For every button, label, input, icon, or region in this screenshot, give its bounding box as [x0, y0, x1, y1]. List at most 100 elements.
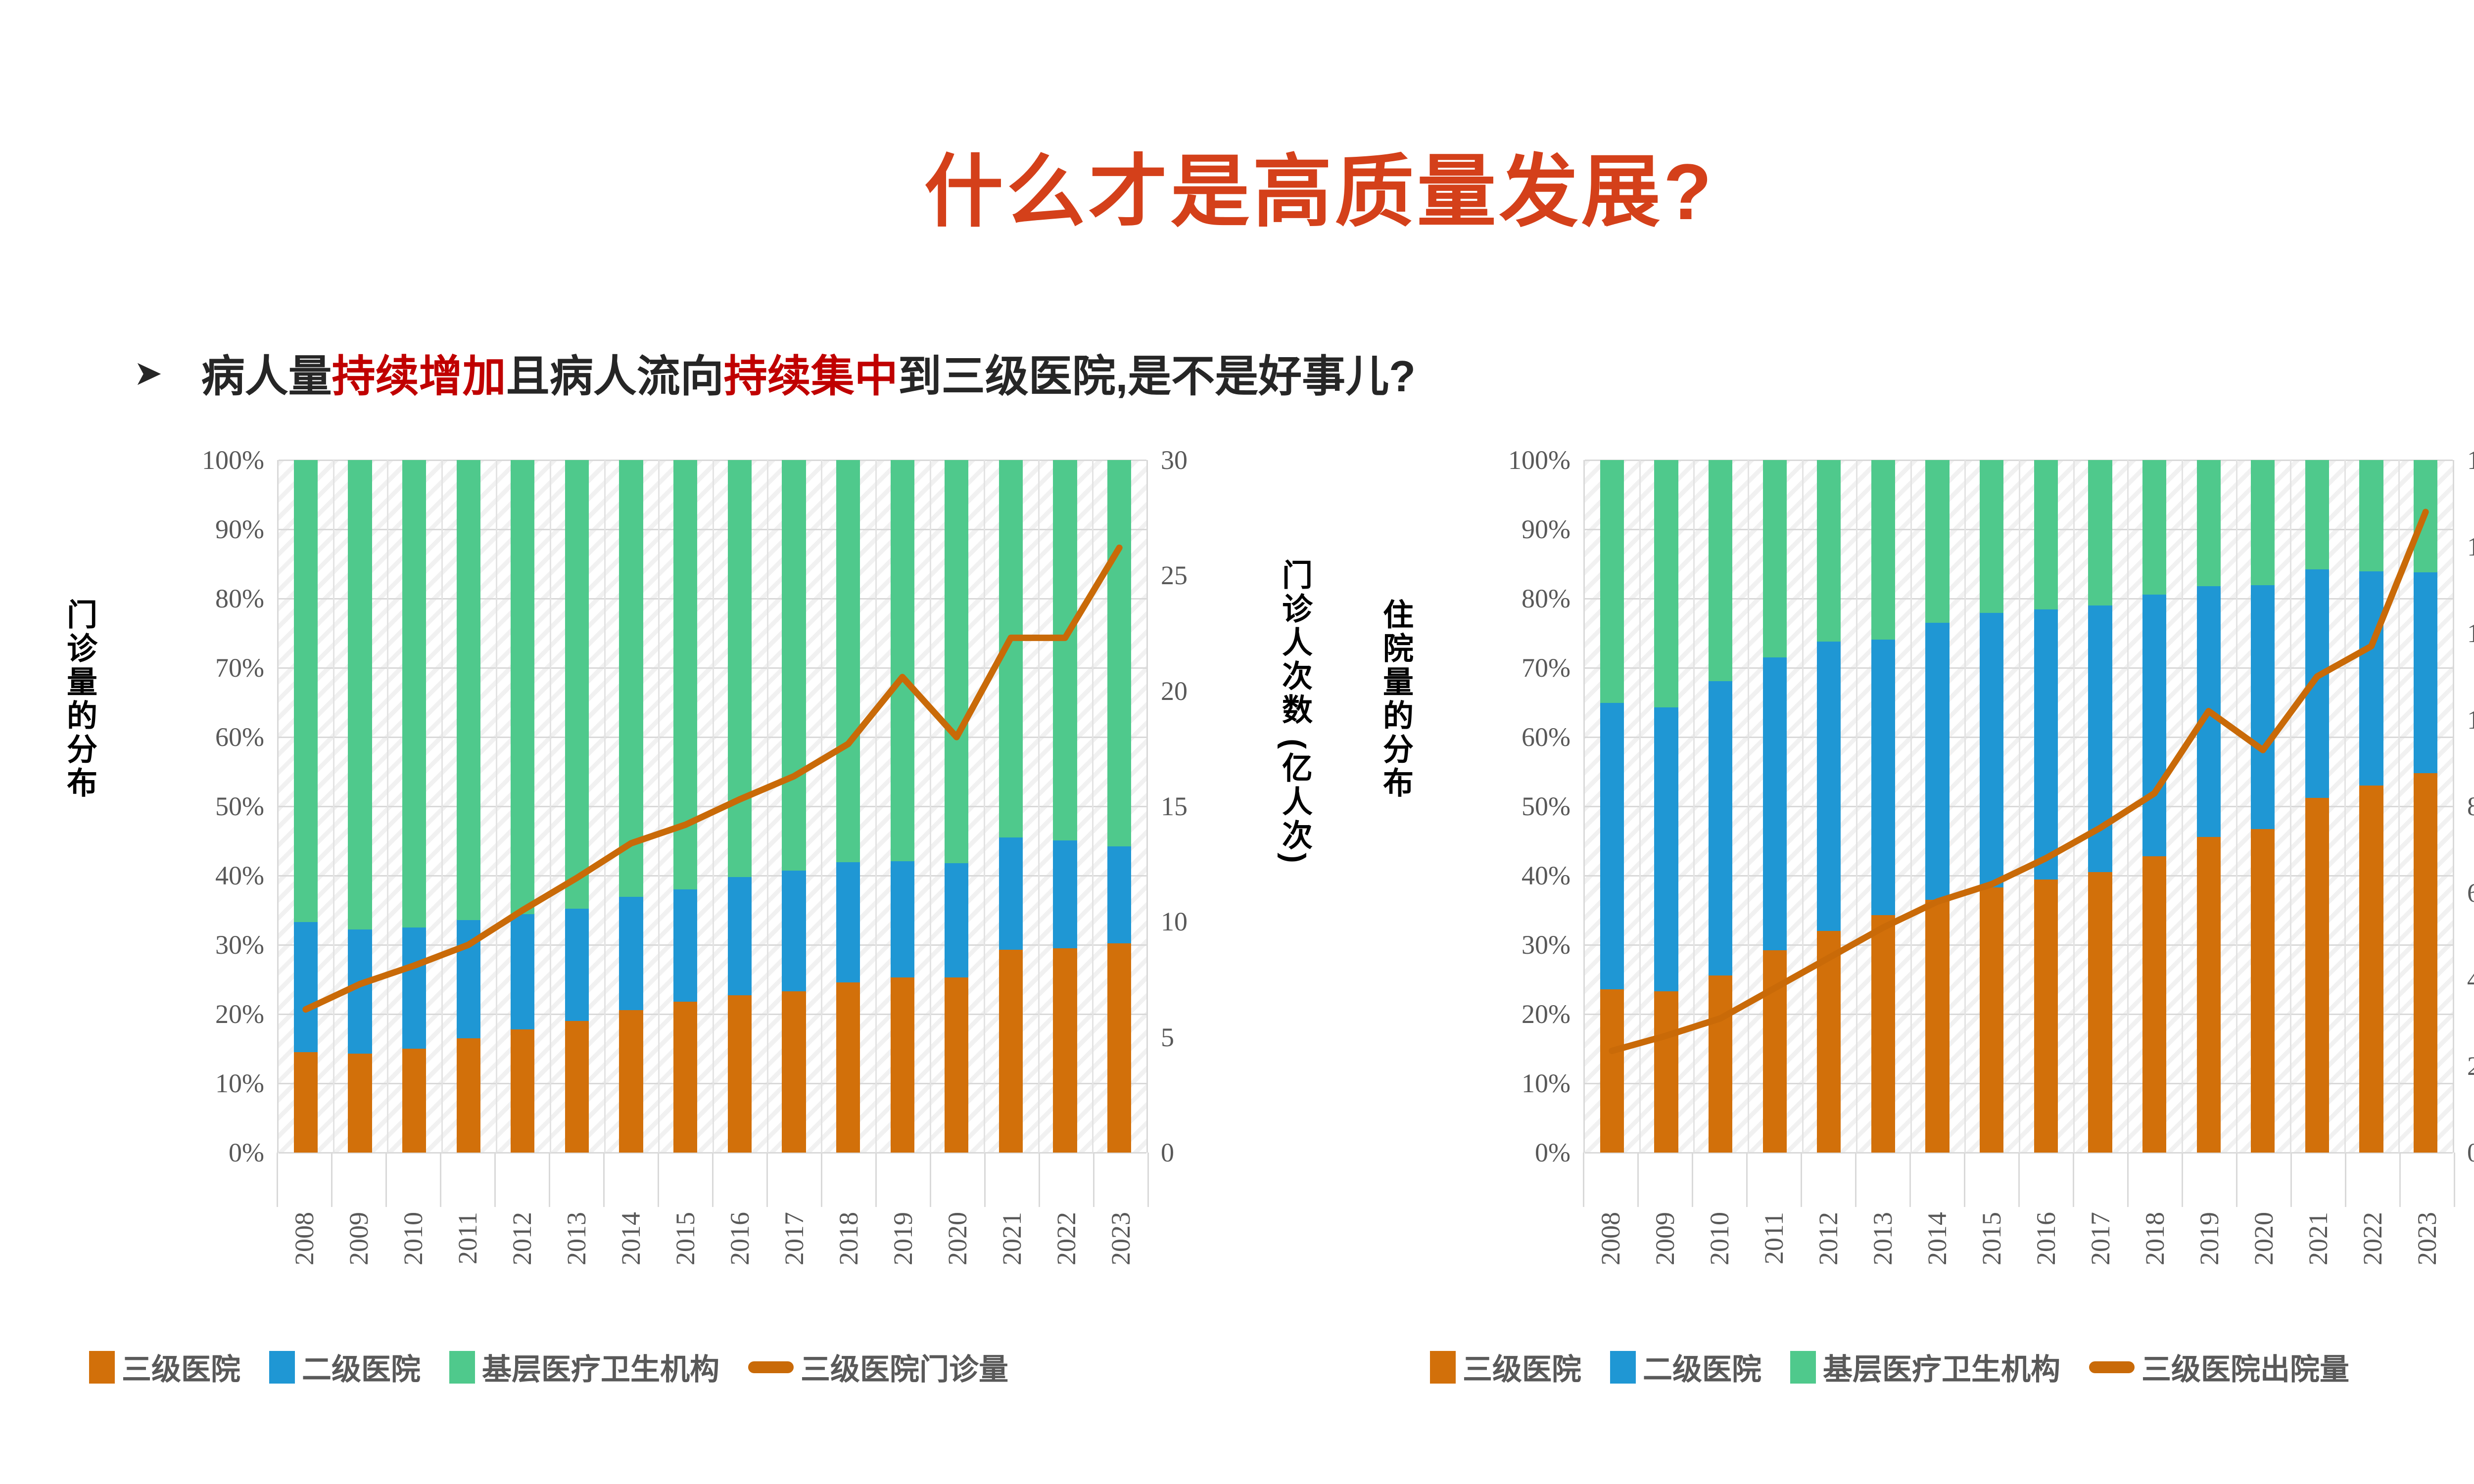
bar-segment[interactable] — [1708, 681, 1733, 975]
bar-segment[interactable] — [402, 1049, 427, 1153]
bar-slot[interactable] — [2073, 460, 2128, 1153]
bar-segment[interactable] — [673, 1001, 698, 1153]
bar-segment[interactable] — [2305, 798, 2330, 1153]
bar-segment[interactable] — [2414, 773, 2438, 1153]
bar-slot[interactable] — [550, 460, 604, 1153]
stacked-bar[interactable] — [999, 460, 1023, 1153]
bar-segment[interactable] — [999, 949, 1023, 1153]
bar-segment[interactable] — [1654, 991, 1678, 1153]
bar-segment[interactable] — [1053, 840, 1077, 948]
bar-segment[interactable] — [2251, 585, 2275, 830]
bar-segment[interactable] — [1708, 975, 1733, 1153]
bar-slot[interactable] — [875, 460, 930, 1153]
stacked-bar[interactable] — [1925, 460, 1950, 1153]
bar-segment[interactable] — [511, 1029, 535, 1153]
bar-slot[interactable] — [1585, 460, 1639, 1153]
bar-slot[interactable] — [1802, 460, 1856, 1153]
bar-segment[interactable] — [2251, 460, 2275, 586]
legend-item[interactable]: 三级医院出院量 — [2089, 1345, 2349, 1389]
stacked-bar[interactable] — [348, 460, 372, 1153]
bar-slot[interactable] — [1856, 460, 1910, 1153]
stacked-bar[interactable] — [2142, 460, 2167, 1153]
stacked-bar[interactable] — [945, 460, 969, 1153]
bar-segment[interactable] — [619, 460, 643, 897]
bar-segment[interactable] — [727, 995, 752, 1153]
bar-segment[interactable] — [2034, 460, 2058, 610]
bar-segment[interactable] — [348, 1053, 372, 1153]
bar-slot[interactable] — [1693, 460, 1748, 1153]
bar-slot[interactable] — [1092, 460, 1146, 1153]
bar-segment[interactable] — [348, 929, 372, 1054]
bar-segment[interactable] — [1980, 460, 2004, 613]
bar-segment[interactable] — [565, 909, 589, 1021]
bar-segment[interactable] — [402, 460, 427, 928]
bar-segment[interactable] — [782, 991, 806, 1153]
stacked-bar[interactable] — [836, 460, 860, 1153]
stacked-bar[interactable] — [727, 460, 752, 1153]
bar-segment[interactable] — [890, 977, 914, 1153]
bar-segment[interactable] — [511, 914, 535, 1029]
bar-segment[interactable] — [945, 863, 969, 977]
stacked-bar[interactable] — [890, 460, 914, 1153]
bar-segment[interactable] — [1817, 931, 1841, 1153]
bar-slot[interactable] — [387, 460, 441, 1153]
bar-segment[interactable] — [565, 1021, 589, 1153]
bar-segment[interactable] — [1600, 703, 1624, 989]
bar-segment[interactable] — [1925, 623, 1950, 900]
bar-segment[interactable] — [1600, 460, 1624, 703]
bar-slot[interactable] — [1910, 460, 1965, 1153]
stacked-bar[interactable] — [619, 460, 643, 1153]
bar-segment[interactable] — [1107, 943, 1132, 1153]
bar-segment[interactable] — [2142, 856, 2167, 1153]
bar-slot[interactable] — [2398, 460, 2453, 1153]
bar-segment[interactable] — [402, 928, 427, 1049]
stacked-bar[interactable] — [2414, 460, 2438, 1153]
bar-segment[interactable] — [1654, 707, 1678, 991]
bar-segment[interactable] — [890, 861, 914, 977]
bar-segment[interactable] — [2359, 786, 2383, 1153]
bar-slot[interactable] — [2236, 460, 2290, 1153]
bar-segment[interactable] — [945, 977, 969, 1153]
stacked-bar[interactable] — [1817, 460, 1841, 1153]
legend-item[interactable]: 二级医院 — [269, 1345, 421, 1389]
stacked-bar[interactable] — [2088, 460, 2112, 1153]
bar-segment[interactable] — [1817, 641, 1841, 931]
bar-segment[interactable] — [2414, 572, 2438, 773]
stacked-bar[interactable] — [2251, 460, 2275, 1153]
bar-slot[interactable] — [279, 460, 333, 1153]
bar-segment[interactable] — [2142, 460, 2167, 595]
bar-segment[interactable] — [1817, 460, 1841, 642]
stacked-bar[interactable] — [402, 460, 427, 1153]
bar-segment[interactable] — [348, 460, 372, 930]
bar-segment[interactable] — [2034, 880, 2058, 1153]
bar-slot[interactable] — [1964, 460, 2019, 1153]
bar-segment[interactable] — [619, 1010, 643, 1153]
legend-item[interactable]: 三级医院 — [89, 1345, 240, 1389]
bar-segment[interactable] — [2142, 594, 2167, 856]
bar-slot[interactable] — [2127, 460, 2182, 1153]
bar-segment[interactable] — [2359, 571, 2383, 786]
bar-segment[interactable] — [1708, 460, 1733, 681]
bar-segment[interactable] — [782, 460, 806, 871]
stacked-bar[interactable] — [511, 460, 535, 1153]
bar-segment[interactable] — [836, 460, 860, 863]
bar-segment[interactable] — [1762, 657, 1787, 951]
bar-segment[interactable] — [1925, 900, 1950, 1153]
bar-segment[interactable] — [1654, 460, 1678, 707]
legend-item[interactable]: 基层医疗卫生机构 — [449, 1345, 719, 1389]
bar-segment[interactable] — [456, 460, 480, 920]
bar-segment[interactable] — [999, 837, 1023, 950]
bar-segment[interactable] — [1600, 989, 1624, 1153]
bar-segment[interactable] — [1107, 460, 1132, 847]
stacked-bar[interactable] — [2305, 460, 2330, 1153]
stacked-bar[interactable] — [782, 460, 806, 1153]
stacked-bar[interactable] — [565, 460, 589, 1153]
bar-segment[interactable] — [727, 460, 752, 877]
bar-slot[interactable] — [2019, 460, 2073, 1153]
bar-segment[interactable] — [293, 1052, 318, 1153]
stacked-bar[interactable] — [2359, 460, 2383, 1153]
bar-slot[interactable] — [1038, 460, 1093, 1153]
bar-segment[interactable] — [1980, 887, 2004, 1153]
bar-segment[interactable] — [293, 460, 318, 922]
bar-segment[interactable] — [1871, 460, 1896, 640]
